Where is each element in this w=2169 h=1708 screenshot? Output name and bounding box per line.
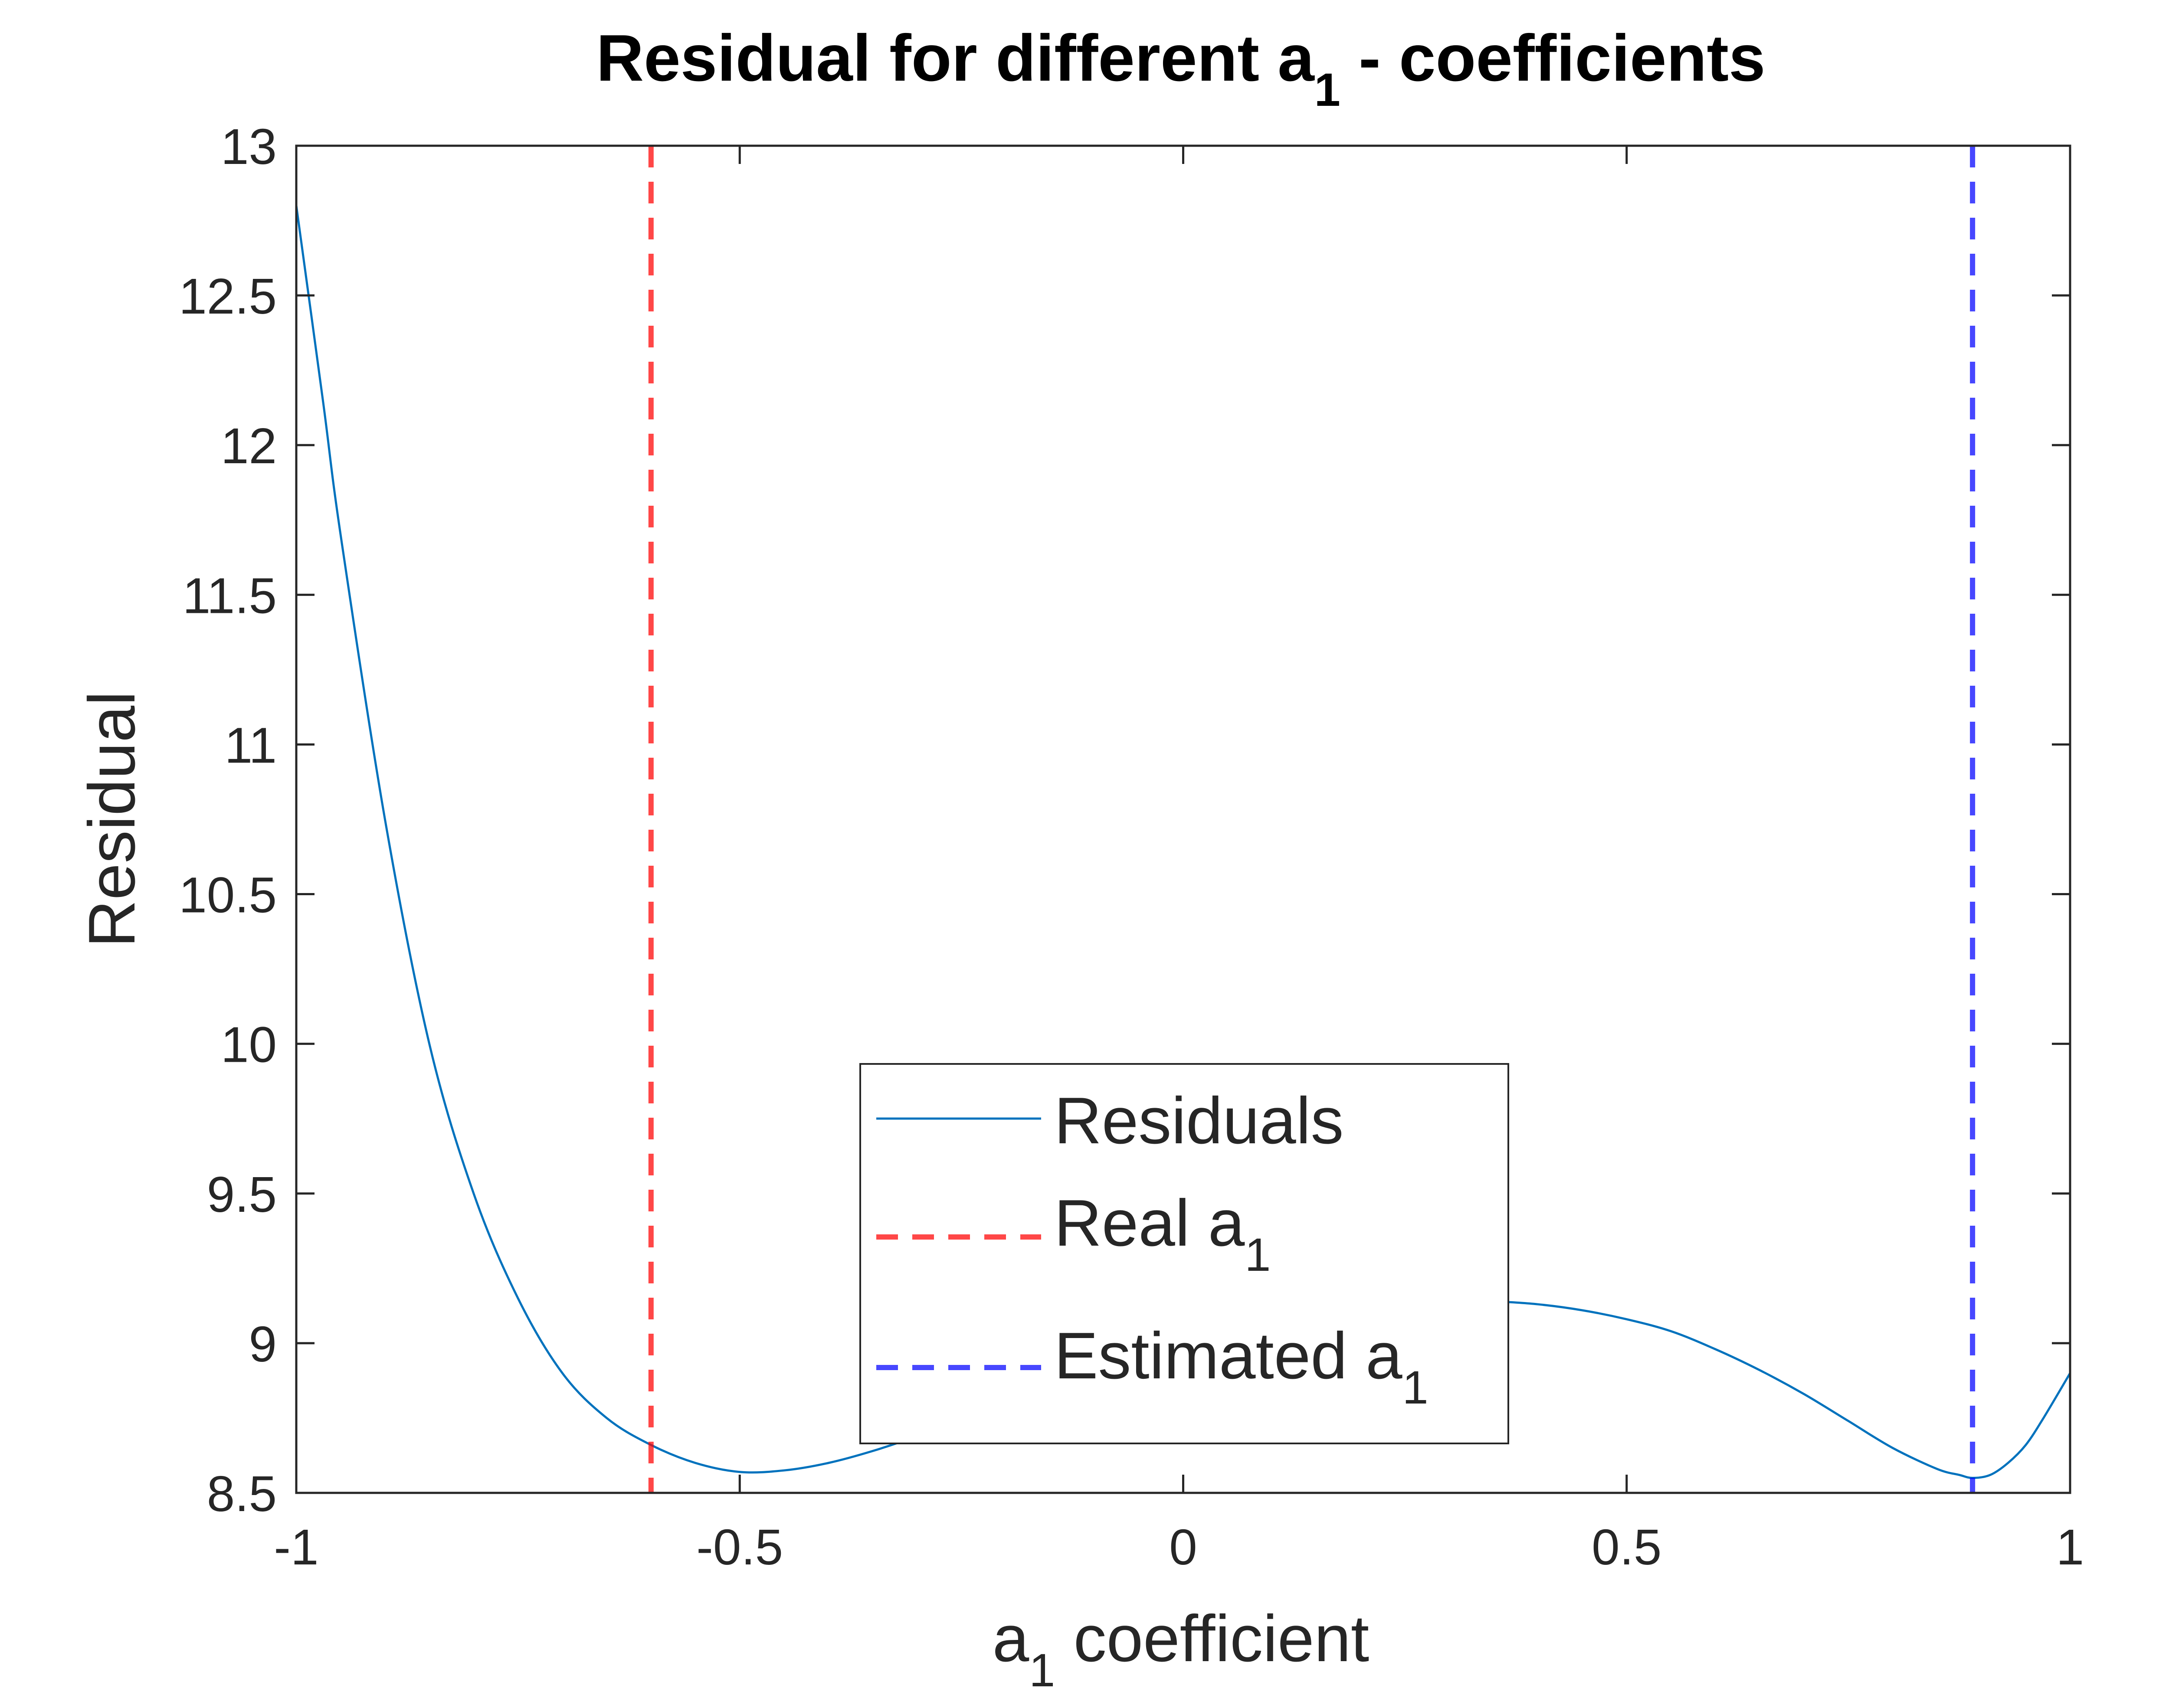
x-tick-label: -1: [274, 1519, 318, 1575]
x-axis-label: a1 coefficient: [993, 1602, 1369, 1696]
x-tick-label: 0.5: [1592, 1519, 1661, 1575]
y-tick-label: 10: [221, 1017, 277, 1073]
x-tick-label: 1: [2056, 1519, 2084, 1575]
y-tick-label: 11.5: [183, 567, 277, 624]
y-tick-label: 12.5: [179, 268, 277, 324]
y-tick-label: 10.5: [179, 867, 277, 923]
x-tick-label: 0: [1169, 1519, 1197, 1575]
y-tick-label: 13: [221, 118, 277, 175]
chart-title: Residual for different a1 - coefficients: [596, 21, 1765, 116]
y-tick-label: 11: [225, 717, 277, 773]
legend: Residuals Real a1 Estimated a1: [859, 1063, 1509, 1444]
y-tick-label: 8.5: [207, 1466, 277, 1522]
y-tick-label: 12: [221, 418, 277, 474]
y-tick-label: 9: [249, 1316, 277, 1372]
legend-label-residuals: Residuals: [1054, 1084, 1343, 1158]
legend-label-real-a1: Real a1: [1054, 1186, 1271, 1281]
y-axis-label: Residual: [75, 691, 149, 947]
y-tick-label: 9.5: [207, 1166, 277, 1223]
tick-layer: -1 -0.5 0 0.5 1 8.5 9 9.5 10 10.5 11 11.5 12 12.5 13: [179, 118, 2084, 1575]
x-tick-label: -0.5: [696, 1519, 783, 1575]
legend-label-estimated-a1: Estimated a1: [1054, 1319, 1429, 1414]
legend-box: [859, 1063, 1509, 1444]
